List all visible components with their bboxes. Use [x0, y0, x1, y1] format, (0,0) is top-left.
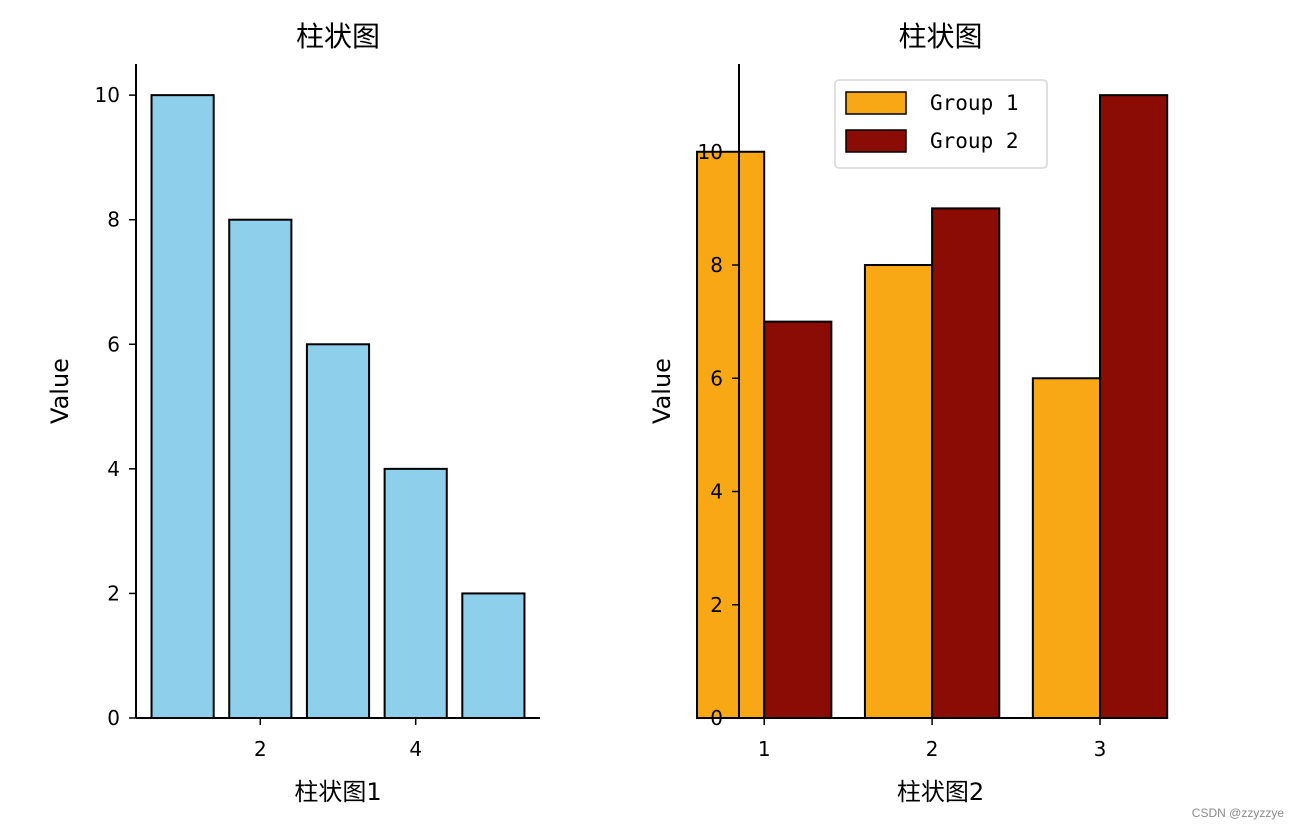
y-tick-label: 6 [107, 332, 120, 356]
x-tick-label: 3 [1094, 737, 1107, 761]
bar [461, 592, 526, 720]
y-tick-label: 2 [107, 581, 120, 605]
legend-swatch [845, 91, 907, 115]
legend: Group 1 Group 2 [834, 79, 1048, 169]
y-tick-label: 2 [710, 593, 723, 617]
y-tick-label: 4 [107, 457, 120, 481]
bar [228, 218, 293, 719]
bar-group-2 [763, 320, 833, 719]
x-axis-label: 柱状图2 [897, 778, 984, 806]
legend-swatch [845, 129, 907, 153]
bar-group-2 [931, 207, 1001, 719]
y-tick-label: 10 [698, 140, 723, 164]
bar [383, 467, 448, 719]
y-tick-label: 8 [107, 208, 120, 232]
y-axis-label: Value [46, 358, 74, 424]
y-tick-label: 0 [107, 706, 120, 730]
x-tick-label: 4 [409, 737, 422, 761]
bar [150, 94, 215, 719]
legend-label: Group 1 [930, 91, 1019, 115]
y-axis-label: Value [648, 358, 676, 424]
bar [305, 343, 371, 719]
watermark: CSDN @zzyzzye [1191, 806, 1284, 820]
x-tick-label: 2 [926, 737, 939, 761]
chart-title: 柱状图 [898, 20, 982, 53]
y-tick-label: 10 [95, 83, 120, 107]
x-tick-label: 1 [758, 737, 771, 761]
y-tick-label: 6 [710, 366, 723, 390]
bar-group-1 [696, 150, 766, 719]
legend-label: Group 2 [930, 129, 1019, 153]
chart-title: 柱状图 [296, 20, 380, 53]
x-axis-label: 柱状图1 [294, 778, 381, 806]
y-tick-label: 4 [710, 480, 723, 504]
y-tick-label: 0 [710, 706, 723, 730]
bar-group-2 [1099, 94, 1169, 719]
bar-group-1 [863, 264, 934, 719]
y-tick-label: 8 [710, 253, 723, 277]
x-tick-label: 2 [254, 737, 267, 761]
bar-group-1 [1031, 377, 1102, 719]
